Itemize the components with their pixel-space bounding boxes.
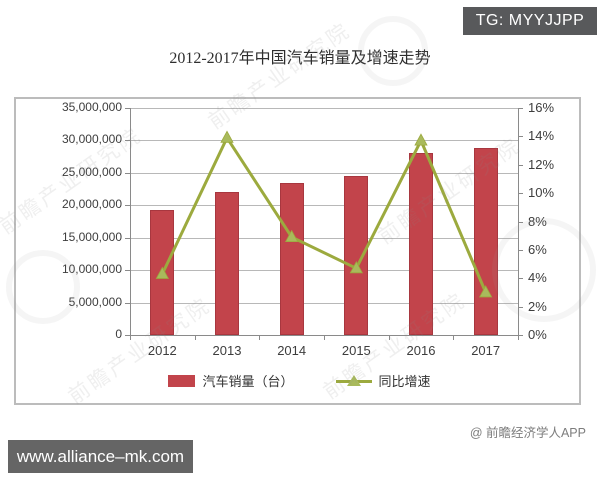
sales-bar-2013 bbox=[215, 192, 239, 335]
left-axis-tick-label: 25,000,000 bbox=[61, 164, 122, 179]
telegram-badge: TG: MYYJJPP bbox=[463, 7, 597, 35]
right-axis-tick-label: 0% bbox=[528, 327, 547, 342]
gridline bbox=[130, 172, 518, 174]
left-axis-tick bbox=[125, 140, 130, 142]
x-axis-label-2016: 2016 bbox=[406, 343, 436, 358]
x-axis-label-2014: 2014 bbox=[277, 343, 307, 358]
telegram-badge-label: TG: MYYJJPP bbox=[475, 12, 585, 29]
legend-label-growth: 同比增速 bbox=[378, 374, 431, 389]
website-badge: www.alliance–mk.com bbox=[8, 440, 193, 473]
left-axis-tick-label: 15,000,000 bbox=[61, 229, 122, 244]
triangle-marker-icon bbox=[346, 374, 361, 386]
source-credit: @ 前瞻经济学人APP bbox=[469, 426, 586, 440]
chart-title: 2012-2017年中国汽车销量及增速走势 bbox=[169, 50, 431, 67]
growth-line bbox=[160, 134, 488, 293]
right-axis-tick-label: 2% bbox=[528, 298, 547, 314]
legend-item-growth: 同比增速 bbox=[335, 371, 431, 390]
left-axis-tick bbox=[125, 237, 130, 239]
right-axis-tick bbox=[518, 164, 523, 166]
legend-item-sales: 汽车销量（台） bbox=[168, 371, 294, 390]
sales-bar-2014 bbox=[279, 182, 304, 335]
bottom-axis-tick bbox=[518, 335, 519, 340]
right-axis-tick bbox=[518, 108, 523, 109]
website-badge-label: www.alliance–mk.com bbox=[16, 446, 185, 466]
bottom-axis-tick bbox=[324, 335, 325, 340]
growth-marker-2013 bbox=[220, 130, 234, 143]
right-axis-tick-label: 12% bbox=[528, 156, 555, 172]
right-axis-tick bbox=[518, 278, 523, 280]
gridline bbox=[130, 108, 518, 109]
right-axis-tick bbox=[518, 193, 523, 195]
left-axis-tick-label: 35,000,000 bbox=[61, 100, 122, 114]
bottom-axis-tick bbox=[194, 335, 196, 340]
gridline bbox=[130, 140, 518, 142]
right-axis-tick bbox=[518, 136, 523, 138]
chart-area: 35,000,000 30,000,000 25,000,000 20,000,000… bbox=[14, 97, 581, 405]
right-axis-tick bbox=[518, 335, 523, 336]
gridline bbox=[130, 270, 518, 272]
left-axis-tick bbox=[125, 302, 130, 304]
growth-marker-2016 bbox=[414, 133, 428, 146]
x-axis-label-2015: 2015 bbox=[341, 343, 371, 358]
left-axis-tick bbox=[125, 108, 130, 109]
legend-label-sales: 汽车销量（台） bbox=[202, 374, 294, 389]
left-axis-tick bbox=[125, 172, 130, 174]
right-axis-tick-label: 16% bbox=[528, 100, 555, 115]
bottom-axis-tick bbox=[259, 335, 261, 340]
left-axis-tick-label: 10,000,000 bbox=[61, 262, 122, 277]
growth-marker-2017 bbox=[478, 285, 493, 298]
right-axis-tick-label: 10% bbox=[528, 185, 555, 201]
left-axis-line bbox=[130, 108, 131, 336]
left-axis-tick bbox=[125, 335, 130, 336]
x-axis-label-2013: 2013 bbox=[212, 343, 242, 358]
right-axis-tick bbox=[518, 221, 523, 223]
gridline bbox=[130, 237, 518, 239]
right-axis-tick bbox=[518, 306, 523, 308]
growth-marker-2015 bbox=[349, 260, 364, 274]
x-axis-label-2017: 2017 bbox=[471, 343, 501, 358]
bottom-axis-tick bbox=[453, 335, 455, 340]
growth-marker-2014 bbox=[284, 229, 299, 243]
growth-marker-2012 bbox=[155, 266, 170, 279]
bottom-axis-tick bbox=[388, 335, 390, 340]
plot-area bbox=[125, 108, 523, 340]
line-series-swatch bbox=[335, 374, 372, 388]
growth-line-layer bbox=[155, 130, 493, 298]
left-axis-tick-label: 0 bbox=[115, 327, 122, 341]
sales-bar-2017 bbox=[473, 147, 498, 335]
right-axis-tick-label: 4% bbox=[528, 270, 547, 286]
x-axis-label-2012: 2012 bbox=[147, 343, 177, 358]
right-axis-tick bbox=[518, 249, 523, 251]
right-axis-tick-label: 8% bbox=[528, 213, 547, 229]
left-axis-tick-label: 5,000,000 bbox=[68, 294, 122, 309]
left-axis-tick bbox=[125, 205, 130, 207]
bottom-axis-tick bbox=[130, 335, 131, 340]
bar-series-swatch bbox=[168, 374, 196, 387]
gridline bbox=[130, 205, 518, 207]
left-axis-tick-label: 30,000,000 bbox=[61, 132, 122, 147]
gridline bbox=[130, 302, 518, 304]
sales-bar-2016 bbox=[409, 153, 433, 335]
chart-legend: 汽车销量（台） 同比增速 bbox=[16, 371, 583, 390]
left-axis-tick bbox=[125, 270, 130, 272]
right-axis-tick-label: 6% bbox=[528, 241, 547, 257]
right-axis-tick-label: 14% bbox=[528, 128, 555, 144]
left-axis-tick-label: 20,000,000 bbox=[61, 197, 122, 212]
